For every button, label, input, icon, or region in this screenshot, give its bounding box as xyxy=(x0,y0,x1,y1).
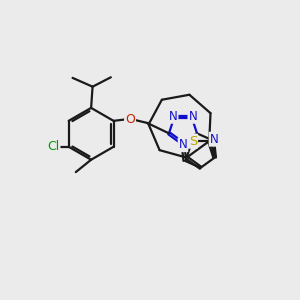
Text: O: O xyxy=(125,113,135,126)
Text: N: N xyxy=(210,133,218,146)
Text: N: N xyxy=(169,110,178,123)
Text: N: N xyxy=(178,138,188,151)
Text: N: N xyxy=(188,110,197,123)
Text: S: S xyxy=(189,135,197,148)
Text: Cl: Cl xyxy=(47,140,59,153)
